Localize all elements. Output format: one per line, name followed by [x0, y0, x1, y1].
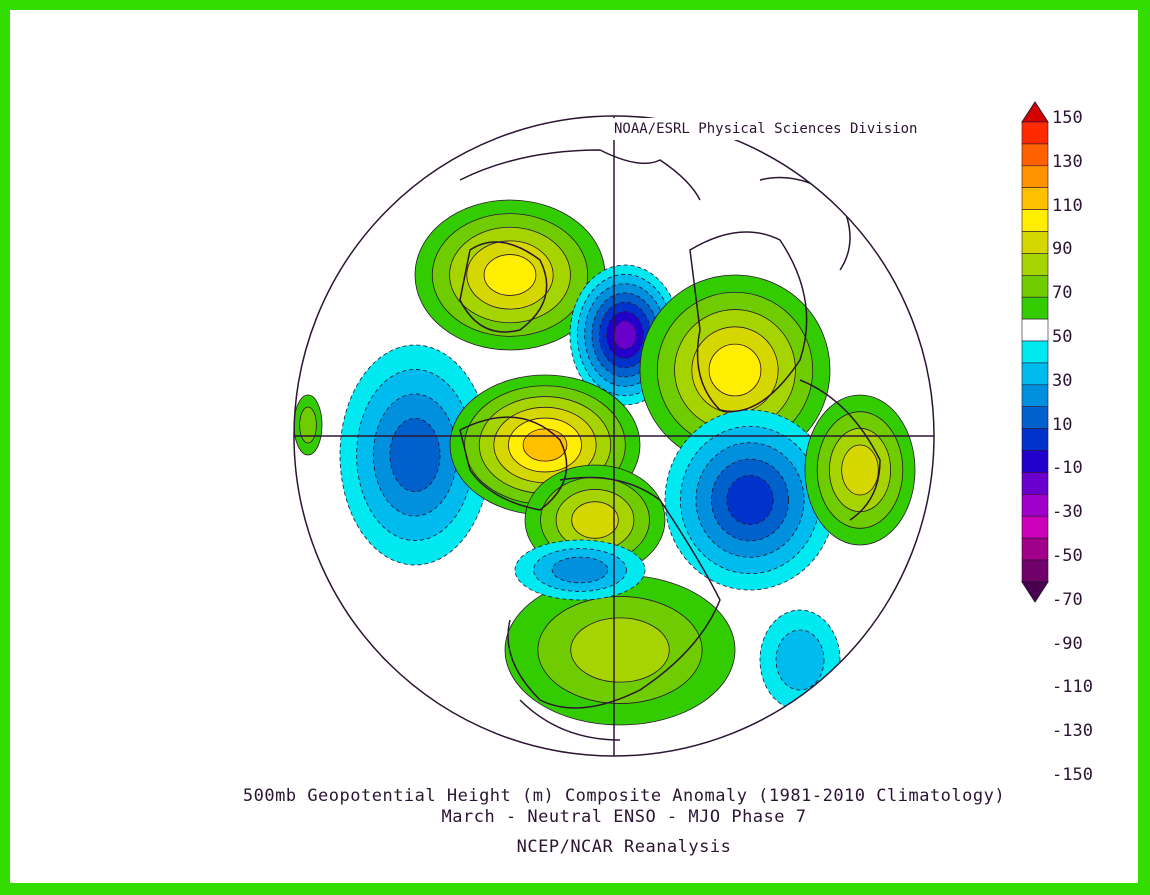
map-frame: NOAA/ESRL Physical Sciences Division 500…: [10, 10, 1138, 883]
colorbar-swatch: [1021, 275, 1049, 298]
colorbar-tick-label: 70: [1052, 283, 1073, 304]
contour-level: [708, 343, 762, 397]
colorbar-swatch: [1021, 340, 1049, 364]
anomaly-center-12: [294, 394, 323, 456]
colorbar-swatch: [1021, 362, 1049, 386]
colorbar-swatch: [1021, 318, 1049, 342]
caption-source: NCEP/NCAR Reanalysis: [516, 837, 732, 857]
contour-level: [389, 417, 441, 493]
colorbar-swatch: [1021, 472, 1049, 495]
colorbar-tick-label: 150: [1052, 108, 1083, 128]
anomaly-center-1: [414, 199, 606, 351]
contour-level: [570, 617, 670, 683]
colorbar-tick-label: 130: [1052, 151, 1083, 172]
colorbar-tick-label: -10: [1052, 458, 1083, 479]
contour-level: [726, 475, 774, 525]
anomaly-center-8: [804, 394, 916, 546]
colorbar-swatch: [1021, 143, 1049, 167]
colorbar-swatch: [1021, 121, 1049, 145]
anomaly-center-11: [759, 609, 841, 711]
colorbar-bottom-arrow: [1021, 581, 1049, 603]
colorbar-tick-label: 30: [1052, 370, 1073, 391]
colorbar-swatch: [1021, 428, 1049, 451]
colorbar-tick-label: 50: [1052, 327, 1073, 347]
colorbar-tick-label: 10: [1052, 414, 1073, 435]
colorbar-swatch: [1021, 231, 1049, 254]
colorbar-tick-label: -150: [1052, 765, 1093, 785]
colorbar-swatch: [1021, 187, 1049, 210]
colorbar-top-arrow: [1021, 101, 1049, 123]
colorbar: [1021, 101, 1049, 603]
colorbar-tick-label: -90: [1052, 633, 1083, 654]
caption-subtitle: March - Neutral ENSO - MJO Phase 7: [441, 807, 807, 827]
anomaly-center-7: [664, 409, 836, 591]
colorbar-swatch: [1021, 406, 1049, 429]
contour-level: [613, 320, 637, 350]
colorbar-tick-label: 90: [1052, 239, 1073, 260]
contour-level: [551, 556, 609, 584]
anomaly-center-10: [514, 539, 646, 601]
contour-level: [299, 406, 317, 444]
polar-map: [293, 115, 935, 757]
colorbar-swatch: [1021, 450, 1049, 473]
caption-title: 500mb Geopotential Height (m) Composite …: [242, 786, 1006, 806]
colorbar-swatch: [1021, 209, 1049, 232]
globe-outline: [293, 115, 935, 757]
colorbar-tick-label: -110: [1052, 677, 1093, 698]
contour-level: [483, 254, 537, 296]
contour-level: [841, 444, 879, 496]
colorbar-tick-label: -130: [1052, 721, 1093, 742]
colorbar-swatch: [1021, 384, 1049, 407]
colorbar-swatch: [1021, 253, 1049, 276]
colorbar-swatch: [1021, 515, 1049, 539]
colorbar-tick-label: -50: [1052, 546, 1083, 566]
contour-level: [775, 629, 825, 691]
colorbar-swatch: [1021, 165, 1049, 189]
contour-level: [522, 428, 568, 462]
colorbar-tick-label: -30: [1052, 502, 1083, 523]
anomaly-center-9: [504, 574, 736, 726]
contour-level: [571, 501, 619, 539]
colorbar-tick-label: 110: [1052, 195, 1083, 216]
colorbar-tick-label: -70: [1052, 589, 1083, 610]
colorbar-swatch: [1021, 559, 1049, 583]
colorbar-swatch: [1021, 296, 1049, 320]
colorbar-swatch: [1021, 493, 1049, 517]
colorbar-swatch: [1021, 537, 1049, 561]
credit-label: NOAA/ESRL Physical Sciences Division: [590, 118, 930, 140]
